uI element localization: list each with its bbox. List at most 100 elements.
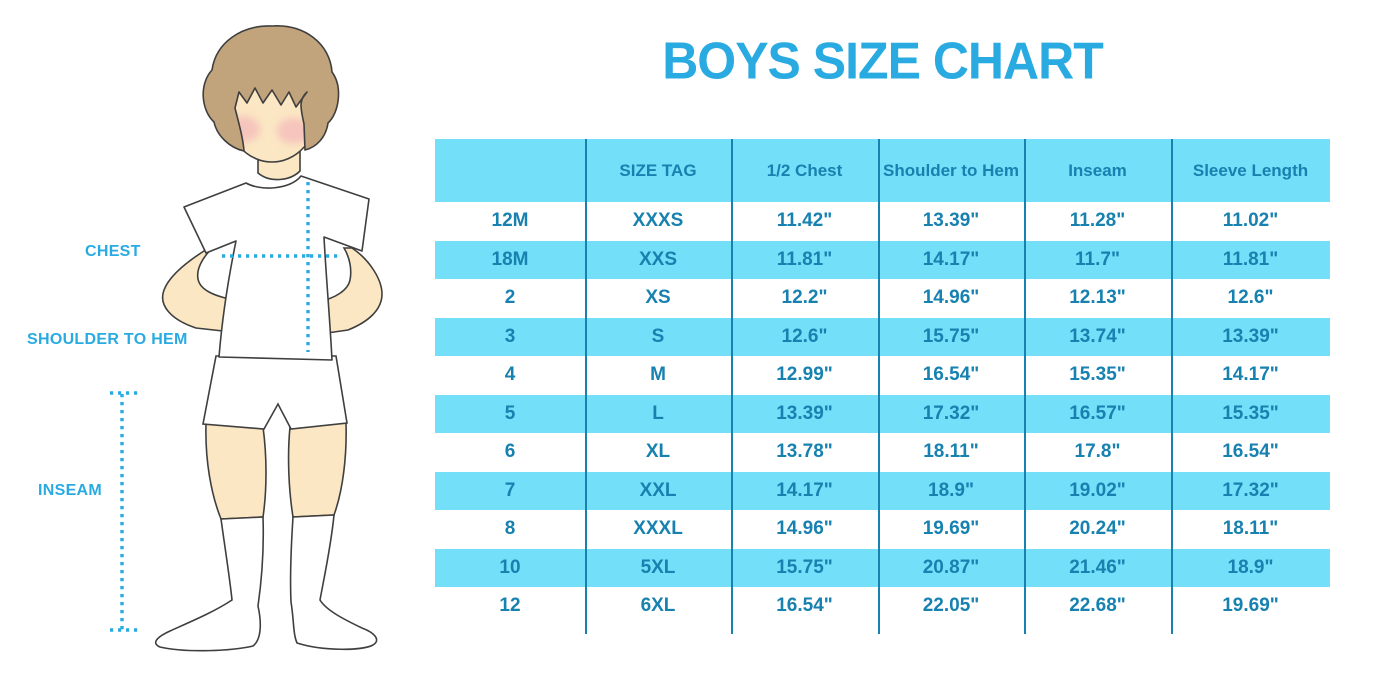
t-shirt xyxy=(183,175,370,361)
column-divider xyxy=(1024,139,1026,634)
size-table: SIZE TAG 1/2 Chest Shoulder to Hem Inseam Sl… xyxy=(435,139,1330,634)
measurement-cell: 11.7" xyxy=(1075,248,1120,270)
table-row: 3 S 12.6" 15.75" 13.74" 13.39" xyxy=(435,317,1330,356)
table-row: 18M XXS 11.81" 14.17" 11.7" 11.81" xyxy=(435,240,1330,279)
measurement-cell: 13.39" xyxy=(776,402,833,424)
measurement-cell: XXS xyxy=(638,248,678,270)
measurement-cell: 16.54" xyxy=(1222,441,1279,463)
table-row: 8 XXXL 14.96" 19.69" 20.24" 18.11" xyxy=(435,510,1330,549)
measurement-cell: 21.46" xyxy=(1069,556,1126,578)
measurement-cell: 12.2" xyxy=(781,287,828,309)
boy-figure: CHEST SHOULDER TO HEM INSEAM xyxy=(0,0,450,700)
column-divider xyxy=(878,139,880,634)
table-row: 10 5XL 15.75" 20.87" 21.46" 18.9" xyxy=(435,548,1330,587)
measurement-cell: 11.81" xyxy=(1222,248,1279,270)
measurement-cell: 11.02" xyxy=(1222,210,1279,232)
boy-illustration xyxy=(110,25,383,652)
measurement-cell: 13.74" xyxy=(1069,325,1126,347)
measurement-cell: S xyxy=(651,325,665,347)
size-cell: 12M xyxy=(491,210,529,232)
measurement-cell: 15.35" xyxy=(1222,402,1279,424)
measurement-cell: 14.17" xyxy=(922,248,980,270)
measurement-cell: 6XL xyxy=(640,595,676,617)
size-cell: 8 xyxy=(504,518,516,540)
right-blush xyxy=(277,118,311,144)
measurement-cell: XXL xyxy=(639,479,677,501)
size-cell: 5 xyxy=(504,402,516,424)
size-cell: 12 xyxy=(499,595,521,617)
right-sock xyxy=(289,514,378,651)
measurement-cell: 15.35" xyxy=(1069,364,1126,386)
measurement-cell: XS xyxy=(645,287,671,309)
table-body: 12M XXXS 11.42" 13.39" 11.28" 11.02" 18M XXS 11.… xyxy=(435,202,1330,626)
measurement-cell: 18.9" xyxy=(928,479,974,501)
size-cell: 6 xyxy=(504,441,516,463)
measurement-cell: 16.54" xyxy=(922,364,980,386)
inseam-label: INSEAM xyxy=(38,482,103,499)
size-cell: 2 xyxy=(504,287,516,309)
size-cell: 3 xyxy=(504,325,516,347)
table-row: 12 6XL 16.54" 22.05" 22.68" 19.69" xyxy=(435,587,1330,626)
table-header-cell: Sleeve Length xyxy=(1192,160,1309,180)
size-cell: 4 xyxy=(504,364,516,386)
size-cell: 7 xyxy=(504,479,516,501)
table-row: 2 XS 12.2" 14.96" 12.13" 12.6" xyxy=(435,279,1330,318)
measurement-cell: M xyxy=(650,364,666,386)
left-leg xyxy=(205,423,267,520)
column-divider xyxy=(1171,139,1173,634)
measurement-cell: 20.24" xyxy=(1069,518,1126,540)
table-row: 5 L 13.39" 17.32" 16.57" 15.35" xyxy=(435,394,1330,433)
left-sock xyxy=(154,516,265,652)
measurement-cell: 11.81" xyxy=(776,248,833,270)
table-row: 6 XL 13.78" 18.11" 17.8" 16.54" xyxy=(435,433,1330,472)
chest-label: CHEST xyxy=(85,243,141,260)
table-header-cell: Inseam xyxy=(1068,160,1127,180)
page-title: BOYS SIZE CHART xyxy=(662,31,1104,91)
measurement-cell: 15.75" xyxy=(922,325,980,347)
measurement-cell: 14.17" xyxy=(1222,364,1279,386)
measurement-cell: L xyxy=(652,402,664,424)
measurement-cell: XL xyxy=(645,441,671,463)
column-divider xyxy=(731,139,733,634)
table-row: 7 XXL 14.17" 18.9" 19.02" 17.32" xyxy=(435,471,1330,510)
measurement-cell: 18.11" xyxy=(1222,518,1279,540)
measurement-cell: 18.9" xyxy=(1227,556,1274,578)
measurement-cell: 14.96" xyxy=(922,287,980,309)
measurement-cell: 11.42" xyxy=(776,210,833,232)
measurement-cell: 5XL xyxy=(640,556,676,578)
measurement-cell: 12.13" xyxy=(1069,287,1126,309)
measurement-cell: XXXL xyxy=(633,518,683,540)
measurement-cell: 12.6" xyxy=(781,325,828,347)
shorts xyxy=(202,355,348,430)
right-leg xyxy=(287,422,347,518)
measurement-cell: 14.17" xyxy=(776,479,833,501)
table-header-row: SIZE TAG 1/2 Chest Shoulder to Hem Inseam Sl… xyxy=(435,139,1330,202)
measurement-cell: 17.32" xyxy=(922,402,980,424)
measurement-cell: 22.05" xyxy=(922,595,980,617)
table-header-cell: Shoulder to Hem xyxy=(882,160,1019,180)
measurement-cell: 13.78" xyxy=(776,441,833,463)
measurement-cell: 14.96" xyxy=(776,518,833,540)
measurement-cell: 18.11" xyxy=(923,441,979,463)
measurement-cell: 20.87" xyxy=(922,556,980,578)
measurement-cell: 16.57" xyxy=(1069,402,1126,424)
measurement-cell: XXXS xyxy=(632,210,684,232)
measurement-cell: 15.75" xyxy=(776,556,833,578)
measurement-cell: 12.6" xyxy=(1227,287,1274,309)
measurement-cell: 13.39" xyxy=(922,210,980,232)
column-divider xyxy=(585,139,587,634)
measurement-cell: 11.28" xyxy=(1069,210,1126,232)
measurement-cell: 16.54" xyxy=(776,595,833,617)
table-header-cell: SIZE TAG xyxy=(619,160,697,180)
measurement-cell: 19.69" xyxy=(1222,595,1279,617)
measurement-cell: 13.39" xyxy=(1222,325,1279,347)
hair xyxy=(202,25,340,152)
size-cell: 10 xyxy=(499,556,521,578)
table-row: 4 M 12.99" 16.54" 15.35" 14.17" xyxy=(435,356,1330,395)
measurement-cell: 17.8" xyxy=(1074,441,1121,463)
size-cell: 18M xyxy=(491,248,529,270)
table-header-cell: 1/2 Chest xyxy=(766,160,843,180)
measurement-cell: 12.99" xyxy=(776,364,833,386)
measurement-cell: 19.69" xyxy=(922,518,980,540)
table-row: 12M XXXS 11.42" 13.39" 11.28" 11.02" xyxy=(435,202,1330,241)
